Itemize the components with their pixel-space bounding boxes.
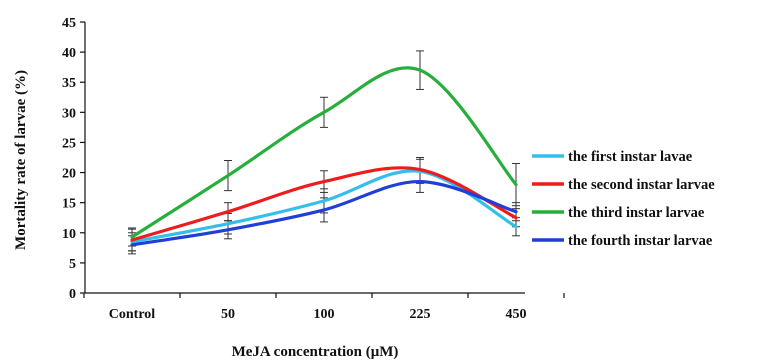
legend-label: the second instar larvae [568,177,715,193]
series-lines [130,66,518,247]
x-tick-label: 450 [506,307,527,322]
y-axis-ticks: 0 5 10 15 20 25 30 35 40 45 [62,16,85,302]
legend-label: the first instar lavae [568,149,693,165]
legend-label: the third instar larvae [568,205,705,221]
x-axis-ticks: Control 50 100 225 450 [83,293,565,322]
x-tick-label: 225 [410,307,431,322]
series-line [130,179,518,247]
plot-area: 0 5 10 15 20 25 30 35 40 45 Control 50 100 225 450 [62,16,565,322]
legend: the first instar lavae the second instar … [532,149,715,249]
y-tick-label: 0 [69,287,76,302]
y-tick-label: 45 [62,16,76,31]
y-tick-label: 10 [62,227,76,242]
y-tick-label: 15 [62,197,76,212]
x-tick-label: 50 [221,307,235,322]
x-axis-title: MeJA concentration (μM) [232,344,399,360]
y-tick-label: 5 [69,257,76,272]
y-tick-label: 25 [62,136,76,151]
series-line [130,166,518,242]
y-tick-label: 20 [62,167,76,182]
series-line [130,169,518,244]
y-axis-title: Mortality rate of larvae (%) [13,70,29,250]
x-tick-label: 100 [314,307,335,322]
x-tick-label: Control [109,307,156,322]
y-tick-label: 35 [62,76,76,91]
y-tick-label: 30 [62,106,76,121]
legend-label: the fourth instar larvae [568,233,713,249]
series-line [130,66,518,239]
y-tick-label: 40 [62,46,76,61]
